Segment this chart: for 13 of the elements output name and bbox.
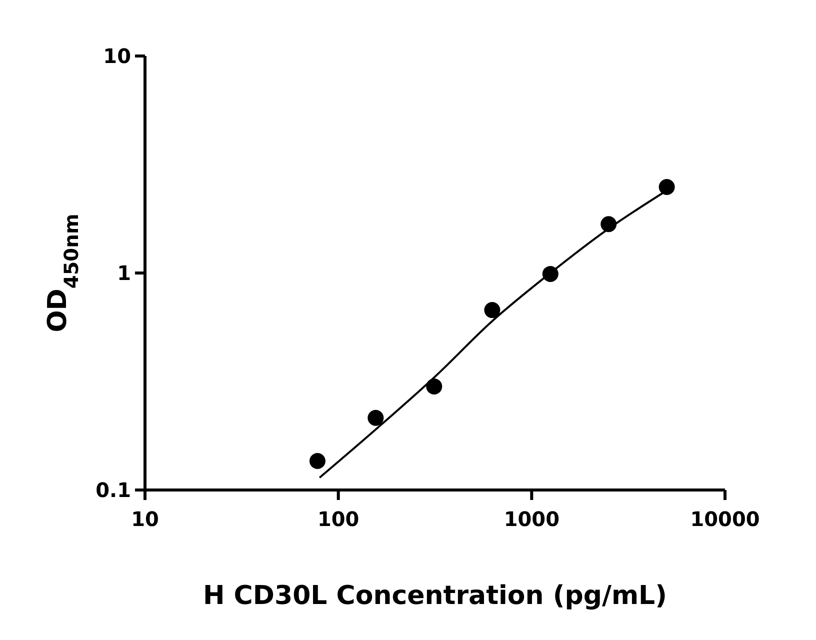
point	[309, 453, 326, 470]
point	[426, 378, 442, 394]
x-tick-label: 1000	[504, 507, 560, 531]
x-axis-title: H CD30L Concentration (pg/mL)	[203, 581, 667, 611]
x-tick-label: 100	[317, 507, 360, 531]
point	[658, 179, 675, 196]
point	[484, 302, 500, 318]
y-tick-label: 0.1	[96, 478, 131, 502]
point	[368, 410, 384, 426]
x-tick-label: 10000	[690, 507, 760, 531]
y-tick-label: 10	[103, 44, 131, 68]
x-tick-label: 10	[131, 507, 159, 531]
y-tick-label: 1	[117, 261, 131, 285]
